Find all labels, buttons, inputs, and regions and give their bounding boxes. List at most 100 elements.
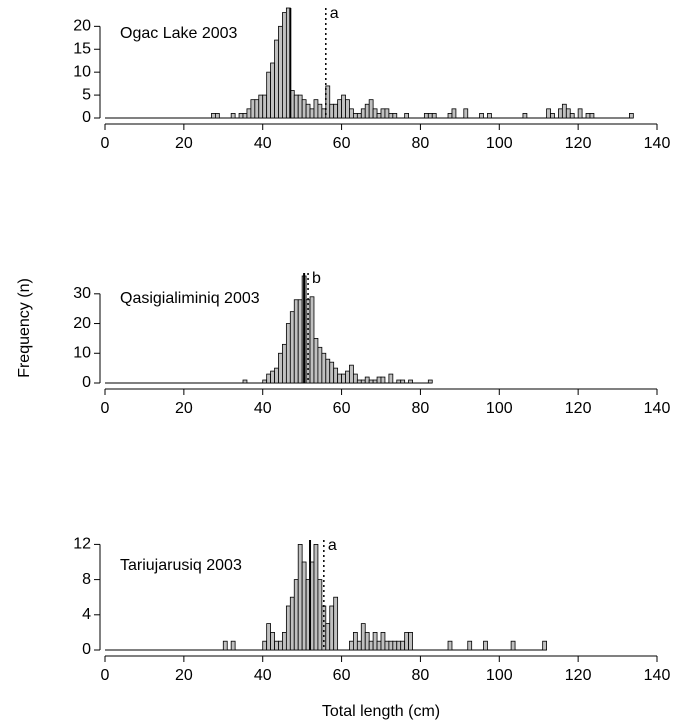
bar [301,99,307,119]
bar [309,296,315,384]
bar [510,640,516,651]
y-tick-label: 20 [73,18,91,35]
bar [400,379,406,384]
bar [297,544,303,651]
x-tick-label: 140 [644,400,671,417]
bar [356,113,362,119]
panel-title: Tariujarusiq 2003 [120,557,242,574]
x-tick-label: 60 [333,667,351,684]
bar [408,632,413,651]
bar [282,632,287,651]
bar [561,103,567,119]
bar [404,113,409,119]
bar [305,103,311,119]
bar [270,632,275,651]
y-tick-label: 0 [82,109,91,126]
y-tick-label: 8 [82,571,91,588]
bar [569,113,575,119]
bar [352,113,358,119]
y-tick-label: 20 [73,315,91,332]
x-tick-label: 100 [486,667,513,684]
x-tick-label: 120 [565,135,592,152]
x-axis-label: Total length (cm) [322,703,440,720]
bar [479,113,484,119]
bar [211,113,216,119]
bar [246,108,252,119]
bar [230,640,236,651]
bar [266,71,271,119]
bar [368,640,374,651]
bar [297,299,303,384]
bar [289,311,295,384]
x-tick-label: 20 [175,400,193,417]
bar [274,39,279,119]
bar [345,99,350,119]
y-tick-label: 10 [73,63,91,80]
bar [380,376,386,384]
bar [289,596,295,651]
bar [384,640,390,651]
reference-label: a [330,5,339,22]
bar [274,640,279,651]
bar [483,640,488,651]
bar [431,113,437,119]
y-tick-label: 0 [82,374,91,391]
bar [313,338,319,384]
bar [372,379,378,384]
bar [278,25,283,119]
bar [349,640,354,651]
bar [278,640,283,651]
y-tick-label: 4 [82,606,91,623]
x-tick-label: 60 [333,400,351,417]
bar [427,379,433,384]
bar [230,113,236,119]
x-tick-label: 20 [175,667,193,684]
bar [447,640,453,651]
bar [337,99,342,119]
reference-label: b [312,270,321,287]
bar [550,113,555,119]
bar [565,108,571,119]
bar [254,99,260,119]
bar [262,640,268,651]
y-tick-label: 30 [73,285,91,302]
bar [629,113,634,119]
x-tick-label: 80 [412,135,430,152]
bar [317,346,323,384]
bar [242,379,248,384]
bar [262,379,268,384]
bar [352,632,358,651]
bar [293,299,299,384]
bar [337,373,342,384]
bar [270,370,275,384]
x-tick-label: 40 [254,135,272,152]
bar [356,379,362,384]
bar [396,640,402,651]
x-tick-label: 120 [565,667,592,684]
bar [242,113,248,119]
bar [250,99,256,119]
bar [222,640,228,651]
x-tick-label: 140 [644,135,671,152]
panel-title: Ogac Lake 2003 [120,25,238,42]
bar [341,373,346,384]
bar [376,640,382,651]
bar [427,113,433,119]
bar [313,99,319,119]
bar [317,579,323,651]
bar [577,108,583,119]
bar [285,605,291,651]
bar [388,640,394,651]
bar [345,370,350,384]
bar [546,108,551,119]
bar [238,113,244,119]
bar [487,113,492,119]
bar [384,108,390,119]
bar [341,94,346,119]
bar [585,113,591,119]
bar [463,108,469,119]
x-tick-label: 0 [101,135,110,152]
bar [285,323,291,384]
bar [282,343,287,384]
